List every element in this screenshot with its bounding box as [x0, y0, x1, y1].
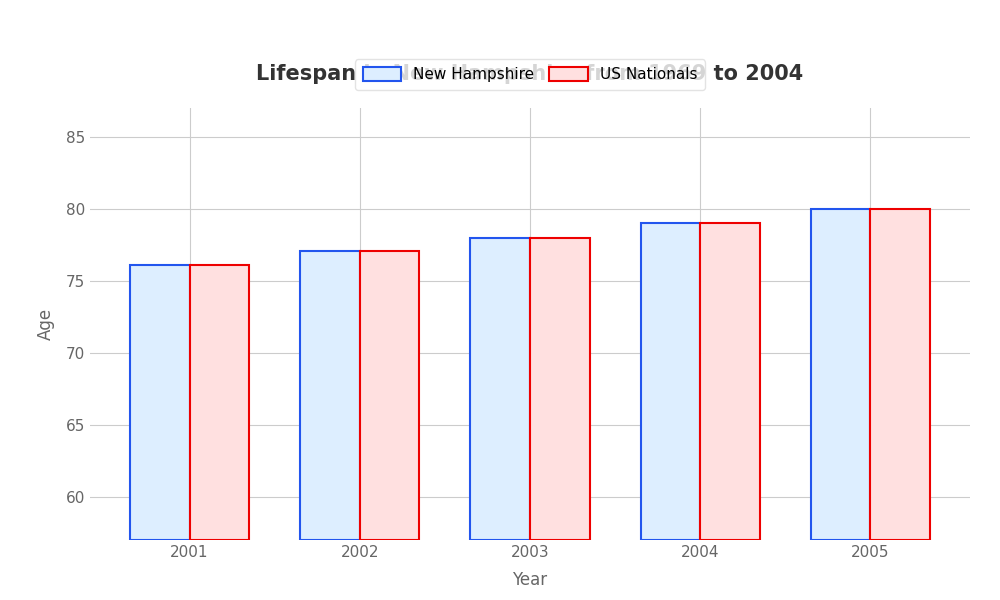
Bar — [470, 238, 530, 540]
Bar — [700, 223, 760, 540]
Legend: New Hampshire, US Nationals: New Hampshire, US Nationals — [355, 59, 705, 90]
X-axis label: Year: Year — [512, 571, 548, 589]
Bar — [360, 251, 419, 540]
Bar — [130, 265, 190, 540]
Bar — [300, 251, 360, 540]
Title: Lifespan in New Hampshire from 1969 to 2004: Lifespan in New Hampshire from 1969 to 2… — [256, 64, 804, 84]
Bar — [641, 223, 700, 540]
Y-axis label: Age: Age — [37, 308, 55, 340]
Bar — [870, 209, 930, 540]
Bar — [530, 238, 590, 540]
Bar — [190, 265, 249, 540]
Bar — [811, 209, 870, 540]
